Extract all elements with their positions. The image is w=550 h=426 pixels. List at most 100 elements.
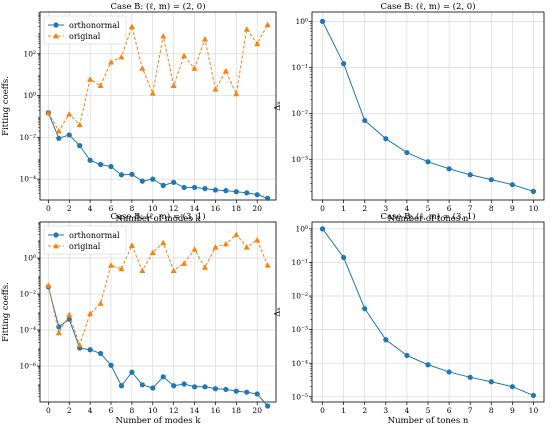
data-point [341,254,347,261]
legend-box [43,15,127,45]
y-tick-label: 10⁻⁴ [19,326,36,335]
data-point [233,189,239,195]
x-tick-label: 20 [252,406,262,415]
x-tick-label: 9 [510,204,515,213]
data-point [233,388,239,394]
y-tick-label: 10⁰ [23,254,36,263]
axes-frame [311,11,545,201]
data-point [191,246,198,252]
axes-frame [39,221,277,403]
data-point [254,391,260,397]
x-tick-label: 14 [190,406,200,415]
x-tick-label: 7 [468,204,473,213]
data-point [212,86,219,92]
data-point [202,186,208,192]
x-tick-label: 7 [468,406,473,415]
x-tick-label: 18 [232,406,242,415]
series-line [47,112,268,199]
data-point [243,26,250,32]
y-axis-label: Δₙ [273,307,283,317]
data-point [149,90,156,96]
legend-marker [53,232,59,238]
data-point [160,374,166,380]
series-delta [319,226,537,399]
chart-title: Case B: (ℓ, m) = (3, 1) [380,211,475,222]
data-point [446,166,452,172]
data-point [425,362,431,368]
data-point [97,161,104,168]
x-tick-label: 2 [67,406,72,415]
x-tick-label: 6 [447,204,452,213]
data-point [341,61,347,67]
data-point [383,337,389,343]
x-tick-label: 2 [362,406,367,415]
data-point [97,350,104,357]
y-tick-label: 10² [23,49,36,58]
x-tick-label: 16 [211,204,221,213]
legend: orthonormal original [43,225,127,255]
data-point [244,190,250,196]
data-point [191,65,198,71]
data-point [223,386,229,393]
data-point [108,163,114,170]
legend-label-original: original [69,32,101,41]
data-point [118,172,125,178]
data-point [171,383,177,389]
x-tick-label: 8 [489,204,494,213]
data-point [264,21,271,27]
y-tick-label: 10⁻⁵ [291,392,308,401]
y-tick-label: 10⁰ [295,17,308,26]
x-tick-label: 10 [529,406,539,415]
data-point [118,265,125,272]
x-tick-label: 8 [130,204,135,213]
data-point [139,382,145,388]
y-tick-label: 10⁻³ [291,155,308,164]
data-point [108,262,115,268]
series-line [47,286,269,407]
y-axis-label: Fitting coeffs. [1,76,11,136]
x-tick-label: 1 [341,406,346,415]
data-point [181,260,188,266]
data-point [181,184,187,191]
data-point [201,264,208,270]
x-tick-label: 1 [341,204,346,213]
data-point [254,192,260,198]
series-orthonormal [45,284,271,409]
data-point [319,18,326,24]
x-tick-label: 4 [405,406,410,415]
data-point [55,128,62,134]
chart-title: Case B: (ℓ, m) = (2, 0) [110,1,205,12]
series-line [47,24,269,133]
x-tick-label: 16 [211,406,221,415]
x-tick-label: 0 [46,204,51,213]
y-tick-label: 10⁻⁴ [19,175,36,184]
chart-panel-2: 0 1 2 3 4 5 6 7 8 9 10 10⁻³ 10⁻² 10⁻¹ 10⁰ Case B: (ℓ, m… [273,1,545,224]
legend-label-orthonormal: orthonormal [69,231,120,240]
data-point [212,187,219,193]
series-orthonormal [45,110,271,201]
data-point [150,385,156,391]
data-point [243,244,250,250]
chart-panel-4: 0 1 2 3 4 5 6 7 8 9 10 10⁻⁵ 10⁻⁴ 10⁻³ 10⁻² 10⁻¹ 10⁰ Case … [273,211,545,426]
x-tick-label: 12 [169,204,179,213]
data-point [362,306,368,312]
data-point [139,65,146,71]
legend-marker [53,243,59,249]
data-point [87,310,94,317]
data-point [254,237,261,243]
x-tick-label: 14 [190,204,200,213]
x-tick-label: 10 [148,406,158,415]
data-point [87,76,94,82]
y-axis-label: Δₙ [273,101,283,111]
x-axis-label: Number of tones n [388,214,469,224]
data-point [66,311,73,318]
legend-label-orthonormal: orthonormal [69,21,120,30]
x-tick-label: 0 [46,406,51,415]
data-point [319,226,326,232]
data-point [467,172,473,178]
data-point [97,300,104,306]
data-point [488,379,494,385]
data-point [76,341,83,348]
y-tick-label: 10⁻⁴ [291,359,308,368]
x-tick-label: 3 [383,406,388,415]
